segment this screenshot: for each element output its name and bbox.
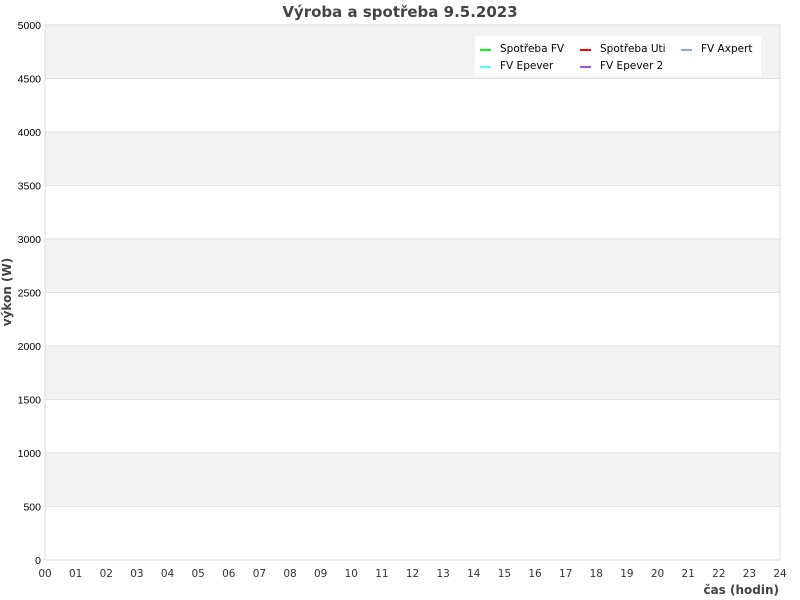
grid-band [45,132,780,186]
x-tick-label: 22 [712,568,725,580]
x-tick-label: 09 [314,568,327,580]
legend-item: FV Epever [500,60,554,72]
legend: Spotřeba FV Spotřeba Uti FV Axpert FV Epeve… [475,36,761,76]
x-tick-label: 01 [69,568,82,580]
chart-title: Výroba a spotřeba 9.5.2023 [282,3,517,21]
y-tick-label: 3000 [18,234,42,246]
x-tick-label: 21 [681,568,694,580]
x-tick-label: 16 [528,568,542,580]
x-tick-label: 02 [100,568,113,580]
grid-band [45,185,780,239]
x-tick-label: 24 [773,568,787,580]
x-tick-label: 20 [651,568,664,580]
y-tick-label: 3500 [18,181,42,193]
x-tick-label: 04 [161,568,175,580]
y-tick-label: 1500 [18,395,42,407]
y-tick-label: 2500 [18,288,42,300]
legend-item: Spotřeba FV [500,43,565,55]
x-tick-label: 23 [743,568,756,580]
x-tick-label: 06 [222,568,236,580]
y-axis-label: výkon (W) [0,258,14,326]
x-tick-label: 07 [253,568,266,580]
x-tick-label: 18 [590,568,603,580]
x-tick-label: 19 [620,568,633,580]
grid-band [45,78,780,132]
x-tick-label: 13 [436,568,449,580]
y-tick-label: 4000 [18,127,42,139]
grid-band [45,506,780,560]
x-tick-label: 00 [38,568,51,580]
y-tick-label: 500 [23,502,41,514]
x-tick-label: 17 [559,568,572,580]
grid-band [45,453,780,507]
x-axis-label: čas (hodin) [703,583,779,597]
x-tick-label: 15 [498,568,511,580]
grid-band [45,346,780,400]
y-tick-label: 1000 [18,448,42,460]
x-tick-label: 08 [283,568,296,580]
legend-item: Spotřeba Uti [600,43,666,55]
legend-item: FV Epever 2 [600,60,663,72]
grid-band [45,399,780,453]
x-tick-label: 03 [130,568,143,580]
y-tick-label: 5000 [18,20,42,32]
x-tick-label: 05 [191,568,204,580]
y-tick-label: 0 [35,555,41,567]
x-tick-label: 10 [345,568,358,580]
plot-area [44,24,781,561]
y-tick-label: 4500 [18,74,42,86]
y-tick-label: 2000 [18,341,42,353]
grid-band [45,292,780,346]
x-tick-label: 14 [467,568,481,580]
grid-band [45,239,780,293]
x-tick-label: 11 [375,568,388,580]
x-tick-label: 12 [406,568,419,580]
legend-item: FV Axpert [701,43,753,55]
